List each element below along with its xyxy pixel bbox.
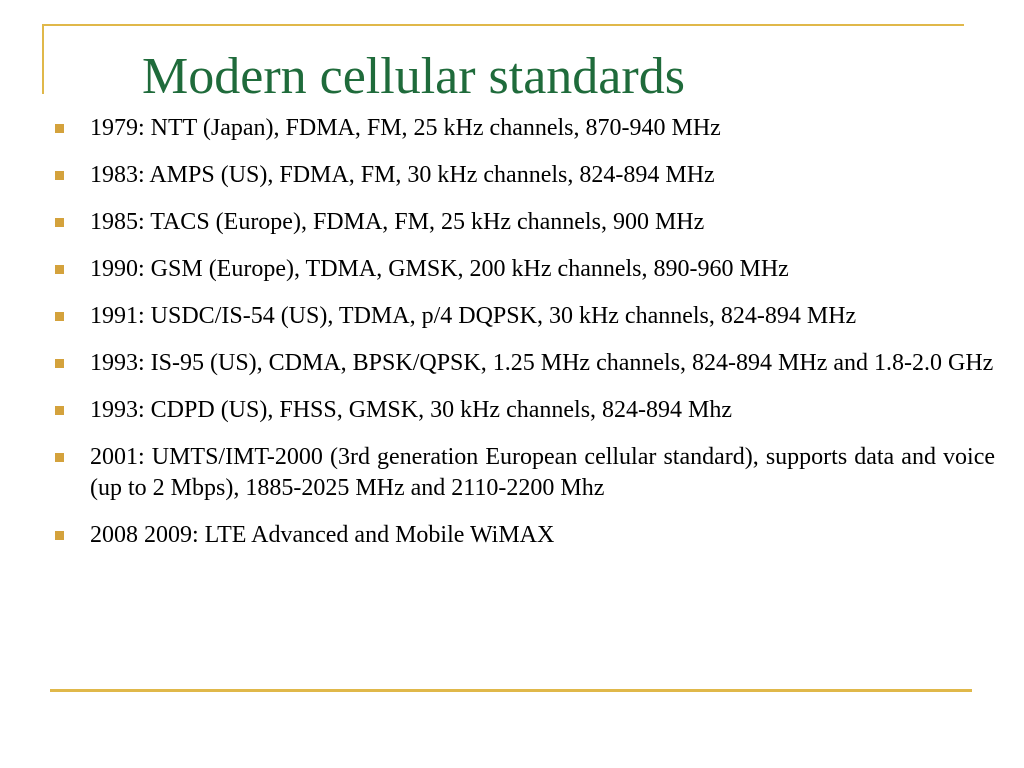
frame-top-rule bbox=[42, 24, 964, 26]
slide-title: Modern cellular standards bbox=[142, 48, 685, 105]
bullet-item: 1993: CDPD (US), FHSS, GMSK, 30 kHz chan… bbox=[55, 395, 995, 426]
bullet-text: 1983: AMPS (US), FDMA, FM, 30 kHz channe… bbox=[90, 162, 715, 188]
frame-bottom-rule bbox=[50, 689, 972, 692]
frame-left-rule bbox=[42, 24, 44, 94]
bullet-item: 1985: TACS (Europe), FDMA, FM, 25 kHz ch… bbox=[55, 207, 995, 238]
bullet-text: 1991: USDC/IS-54 (US), TDMA, p/4 DQPSK, … bbox=[90, 303, 857, 329]
bullet-text: 1993: IS-95 (US), CDMA, BPSK/QPSK, 1.25 … bbox=[90, 350, 994, 376]
bullet-text: 1985: TACS (Europe), FDMA, FM, 25 kHz ch… bbox=[90, 209, 705, 235]
bullet-text: 2001: UMTS/IMT-2000 (3rd generation Euro… bbox=[90, 444, 995, 501]
square-bullet-icon bbox=[55, 312, 64, 321]
square-bullet-icon bbox=[55, 218, 64, 227]
bullet-item: 1993: IS-95 (US), CDMA, BPSK/QPSK, 1.25 … bbox=[55, 348, 995, 379]
bullet-text: 2008 2009: LTE Advanced and Mobile WiMAX bbox=[90, 522, 555, 548]
bullet-item: 1990: GSM (Europe), TDMA, GMSK, 200 kHz … bbox=[55, 254, 995, 285]
bullet-item: 1983: AMPS (US), FDMA, FM, 30 kHz channe… bbox=[55, 160, 995, 191]
square-bullet-icon bbox=[55, 406, 64, 415]
bullet-text: 1979: NTT (Japan), FDMA, FM, 25 kHz chan… bbox=[90, 115, 721, 141]
bullet-text: 1990: GSM (Europe), TDMA, GMSK, 200 kHz … bbox=[90, 256, 789, 282]
square-bullet-icon bbox=[55, 453, 64, 462]
square-bullet-icon bbox=[55, 124, 64, 133]
bullet-list: 1979: NTT (Japan), FDMA, FM, 25 kHz chan… bbox=[55, 113, 995, 567]
bullet-item: 2001: UMTS/IMT-2000 (3rd generation Euro… bbox=[55, 442, 995, 504]
square-bullet-icon bbox=[55, 531, 64, 540]
square-bullet-icon bbox=[55, 265, 64, 274]
square-bullet-icon bbox=[55, 359, 64, 368]
square-bullet-icon bbox=[55, 171, 64, 180]
bullet-item: 1991: USDC/IS-54 (US), TDMA, p/4 DQPSK, … bbox=[55, 301, 995, 332]
bullet-text: 1993: CDPD (US), FHSS, GMSK, 30 kHz chan… bbox=[90, 397, 733, 423]
bullet-item: 2008 2009: LTE Advanced and Mobile WiMAX bbox=[55, 520, 995, 551]
bullet-item: 1979: NTT (Japan), FDMA, FM, 25 kHz chan… bbox=[55, 113, 995, 144]
